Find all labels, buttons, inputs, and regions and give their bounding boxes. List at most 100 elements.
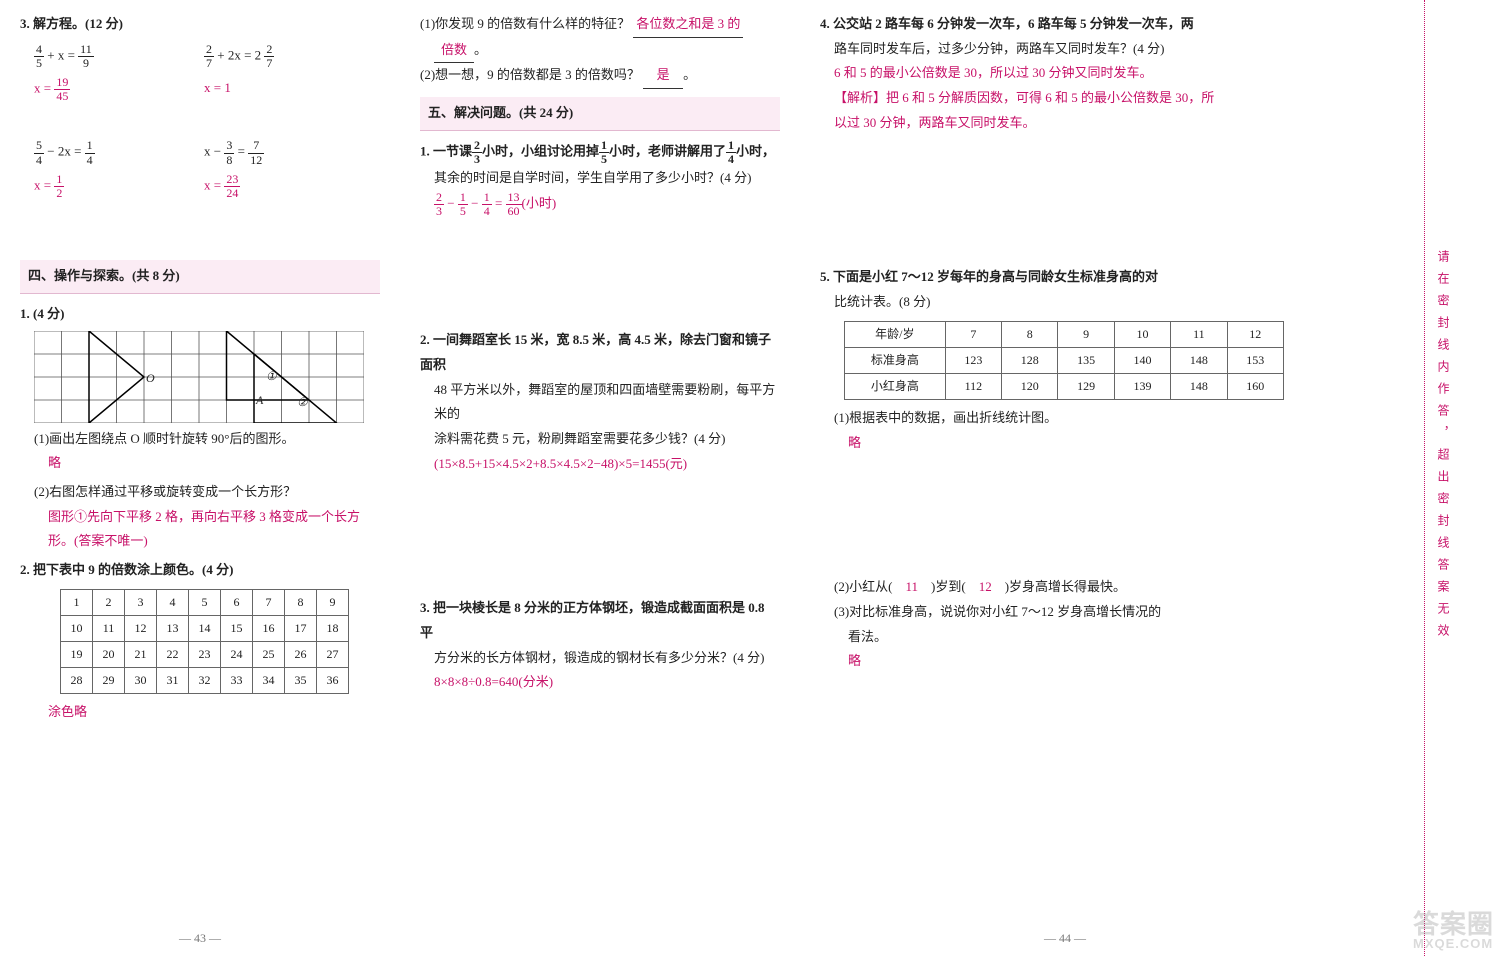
table-cell: 12 — [125, 615, 157, 641]
q1-2-ans-a: 图形①先向下平移 2 格，再向右平移 3 格变成一个长方 — [48, 505, 380, 530]
table-cell: 5 — [189, 589, 221, 615]
eq2-ans: x = 1 — [204, 76, 354, 103]
q1-points: 1. (4 分) — [20, 302, 380, 327]
c3-q5-3-ans: 略 — [848, 649, 1310, 674]
table-cell: 129 — [1058, 373, 1114, 399]
table-cell: 19 — [61, 641, 93, 667]
watermark: 答案圈MXQE.COM — [1413, 911, 1494, 950]
eq4-ans: x = 2324 — [204, 173, 354, 200]
table-cell: 27 — [317, 641, 349, 667]
table-cell: 120 — [1002, 373, 1058, 399]
table-cell: 34 — [253, 667, 285, 693]
page-number-43: — 43 — — [0, 927, 400, 950]
label-A: A — [256, 389, 263, 412]
section-5-heading: 五、解决问题。(共 24 分) — [420, 97, 780, 131]
table-cell: 26 — [285, 641, 317, 667]
table-cell: 33 — [221, 667, 253, 693]
seal-line — [1424, 0, 1425, 956]
c3-q4-ans2: 【解析】把 6 和 5 分解质因数，可得 6 和 5 的最小公倍数是 30，所 — [834, 86, 1310, 111]
c2-q3-a: 3. 把一块棱长是 8 分米的正方体钢坯，锻造成截面面积是 0.8 平 — [420, 596, 780, 645]
column-1: 3. 解方程。(12 分) 45 + x = 119 27 + 2x = 2 2… — [0, 0, 400, 956]
table-cell: 6 — [221, 589, 253, 615]
c2-q1-line2: 其余的时间是自学时间，学生自学用了多少小时？(4 分) — [434, 166, 780, 191]
table-cell: 30 — [125, 667, 157, 693]
label-2: ② — [297, 391, 308, 414]
table-cell: 139 — [1114, 373, 1170, 399]
table-cell: 123 — [945, 347, 1001, 373]
c3-q5-3b: 看法。 — [848, 625, 1310, 650]
c2-q1-line1: 1. 一节课23小时，小组讨论用掉15小时，老师讲解用了14小时， — [420, 139, 780, 166]
table-cell: 9 — [1058, 321, 1114, 347]
page-number-44: — 44 — — [800, 927, 1330, 950]
c2-q1-ans: 23 − 15 − 14 = 1360(小时) — [434, 191, 780, 218]
eq1: 45 + x = 119 — [34, 43, 184, 70]
table-cell: 128 — [1002, 347, 1058, 373]
q2: 2. 把下表中 9 的倍数涂上颜色。(4 分) — [20, 558, 380, 583]
table-cell: 8 — [1002, 321, 1058, 347]
table-cell: 140 — [1114, 347, 1170, 373]
c2-q2-a: 2. 一间舞蹈室长 15 米，宽 8.5 米，高 4.5 米，除去门窗和镜子面积 — [420, 328, 780, 377]
q1-2: (2)右图怎样通过平移或旋转变成一个长方形？ — [34, 480, 380, 505]
c3-q4-b: 路车同时发车后，过多少分钟，两路车又同时发车？(4 分) — [834, 37, 1310, 62]
table-cell: 10 — [1114, 321, 1170, 347]
column-3: 4. 公交站 2 路车每 6 分钟发一次车，6 路车每 5 分钟发一次车，两 路… — [800, 0, 1330, 956]
c2-q2-ans: (15×8.5+15×4.5×2+8.5×4.5×2−48)×5=1455(元) — [434, 452, 780, 477]
c2-q2-c: 涂料需花费 5 元，粉刷舞蹈室需要花多少钱？(4 分) — [434, 427, 780, 452]
q2-ans: 涂色略 — [48, 700, 380, 725]
section-4-heading: 四、操作与探索。(共 8 分) — [20, 260, 380, 294]
c2-l1: (1)你发现 9 的倍数有什么样的特征？ 各位数之和是 3 的 — [420, 12, 780, 38]
table-cell: 小红身高 — [845, 373, 946, 399]
label-O: O — [146, 367, 155, 390]
table-cell: 13 — [157, 615, 189, 641]
grid-figure: O A ① ② — [34, 331, 364, 423]
c3-q5-2: (2)小红从( 11 )岁到( 12 )岁身高增长得最快。 — [834, 575, 1310, 600]
table-cell: 21 — [125, 641, 157, 667]
table-cell: 160 — [1227, 373, 1283, 399]
table-cell: 148 — [1171, 347, 1227, 373]
c2-q3-ans: 8×8×8÷0.8=640(分米) — [434, 670, 780, 695]
table-cell: 1 — [61, 589, 93, 615]
table-cell: 4 — [157, 589, 189, 615]
table-cell: 11 — [1171, 321, 1227, 347]
table-cell: 3 — [125, 589, 157, 615]
table-cell: 7 — [253, 589, 285, 615]
column-2: (1)你发现 9 的倍数有什么样的特征？ 各位数之和是 3 的 倍数。 (2)想… — [400, 0, 800, 956]
c3-q5-1-ans: 略 — [848, 431, 1310, 456]
table-cell: 16 — [253, 615, 285, 641]
table-cell: 148 — [1171, 373, 1227, 399]
eq3: 54 − 2x = 14 — [34, 139, 184, 166]
table-cell: 22 — [157, 641, 189, 667]
height-table: 年龄/岁789101112标准身高123128135140148153小红身高1… — [844, 321, 1284, 400]
table-cell: 15 — [221, 615, 253, 641]
table-cell: 17 — [285, 615, 317, 641]
c2-q2-b: 48 平方米以外，舞蹈室的屋顶和四面墙壁需要粉刷，每平方米的 — [434, 378, 780, 427]
table-cell: 14 — [189, 615, 221, 641]
q1-1: (1)画出左图绕点 O 顺时针旋转 90°后的图形。 — [34, 427, 380, 452]
table-cell: 28 — [61, 667, 93, 693]
table-cell: 2 — [93, 589, 125, 615]
table-cell: 8 — [285, 589, 317, 615]
table-cell: 29 — [93, 667, 125, 693]
table-cell: 153 — [1227, 347, 1283, 373]
table-cell: 18 — [317, 615, 349, 641]
table-cell: 25 — [253, 641, 285, 667]
table-cell: 24 — [221, 641, 253, 667]
label-1: ① — [266, 365, 277, 388]
table-cell: 20 — [93, 641, 125, 667]
eq2: 27 + 2x = 2 27 — [204, 43, 354, 70]
table-cell: 10 — [61, 615, 93, 641]
seal-text: 请在密封线内作答，超出密封线答案无效 — [1431, 250, 1454, 646]
table-cell: 36 — [317, 667, 349, 693]
c3-q5-b: 比统计表。(8 分) — [834, 290, 1310, 315]
c2-l2: (2)想一想，9 的倍数都是 3 的倍数吗？ 是。 — [420, 63, 780, 89]
table-cell: 12 — [1227, 321, 1283, 347]
table-cell: 35 — [285, 667, 317, 693]
c3-q4-ans1: 6 和 5 的最小公倍数是 30，所以过 30 分钟又同时发车。 — [834, 61, 1310, 86]
table-cell: 标准身高 — [845, 347, 946, 373]
q3-title: 3. 解方程。(12 分) — [20, 12, 380, 37]
table-cell: 9 — [317, 589, 349, 615]
right-gutter: 请在密封线内作答，超出密封线答案无效 — [1330, 0, 1470, 956]
table-cell: 112 — [945, 373, 1001, 399]
eq3-ans: x = 12 — [34, 173, 184, 200]
table-cell: 11 — [93, 615, 125, 641]
